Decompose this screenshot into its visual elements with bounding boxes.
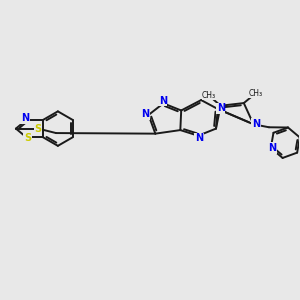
Text: N: N <box>252 119 260 129</box>
Text: N: N <box>21 113 29 123</box>
Text: N: N <box>159 96 167 106</box>
Text: N: N <box>195 134 203 143</box>
Text: N: N <box>268 143 276 153</box>
Text: S: S <box>24 134 31 143</box>
Text: N: N <box>217 103 225 113</box>
Text: N: N <box>142 109 150 119</box>
Text: CH₃: CH₃ <box>202 91 216 100</box>
Text: S: S <box>34 124 42 134</box>
Text: CH₃: CH₃ <box>249 89 263 98</box>
